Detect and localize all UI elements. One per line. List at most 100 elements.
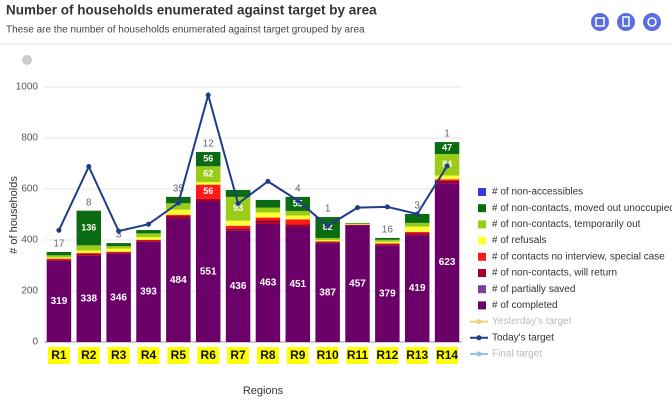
bar-segment (434, 180, 460, 184)
category-highlight (316, 347, 339, 364)
info-button[interactable] (643, 13, 661, 31)
target-point (444, 163, 450, 169)
bar-segment (225, 190, 251, 197)
bar-segment (315, 240, 340, 242)
bar-annotation: 35 (173, 184, 185, 195)
data-label: 56 (203, 186, 213, 196)
y-tick-label: 0 (32, 337, 38, 348)
target-point (235, 201, 241, 207)
category-highlight (436, 347, 459, 364)
bar-segment (225, 230, 251, 342)
icon (622, 16, 630, 27)
bar-segment (166, 218, 191, 342)
bar-segment (195, 166, 221, 183)
x-tick-label: R4 (141, 348, 157, 362)
x-tick-label: R11 (347, 348, 369, 362)
x-tick-label: R13 (406, 348, 428, 362)
bar-segment (255, 223, 281, 342)
x-tick-label: R8 (260, 348, 276, 362)
category-highlight (167, 347, 190, 364)
legend-label: # of non-accessibles (492, 187, 583, 198)
bar-segment (136, 241, 161, 342)
bar-segment (404, 233, 430, 236)
bar-segment (285, 226, 311, 342)
bar-segment (345, 225, 370, 342)
target-point (355, 205, 360, 211)
bar-segment (404, 235, 430, 342)
bar-segment (285, 196, 311, 211)
target-point (384, 204, 390, 210)
bar-segment (76, 255, 102, 342)
bar-segment (285, 219, 311, 225)
bar-segment (404, 222, 430, 227)
data-label: 451 (289, 279, 306, 290)
x-tick-label: R12 (376, 348, 398, 362)
bar-segment (195, 184, 221, 199)
target-point (116, 228, 122, 234)
legend-dot (476, 351, 482, 357)
bar-segment (345, 223, 370, 225)
bar-segment (345, 224, 370, 226)
category-highlight (197, 347, 220, 364)
data-label: 393 (140, 287, 157, 298)
bar-segment (255, 199, 281, 208)
data-label: 463 (260, 278, 277, 289)
export-button[interactable] (617, 13, 635, 31)
fullscreen-button[interactable] (591, 13, 609, 31)
bar-segment (46, 257, 72, 259)
category-highlight (346, 347, 369, 364)
bar-annotation: 1 (325, 204, 331, 215)
category-highlight (47, 347, 70, 364)
bar-segment (285, 224, 311, 227)
y-tick-label: 1000 (16, 82, 39, 93)
y-tick-label: 800 (21, 133, 38, 144)
target-point (414, 211, 420, 217)
bar-segment (46, 251, 72, 256)
y-tick-label: 200 (21, 286, 38, 297)
bar-segment (195, 152, 221, 167)
bar-segment (76, 210, 102, 246)
data-label: 319 (51, 296, 68, 307)
category-highlight (376, 347, 399, 364)
legend-label: # of contacts no interview, special case (492, 251, 665, 262)
x-tick-label: R7 (230, 348, 246, 362)
category-highlight (227, 347, 250, 364)
data-label: 62 (203, 169, 213, 179)
x-tick-label: R14 (436, 348, 458, 362)
data-label: 55 (293, 198, 303, 208)
bar-segment (375, 245, 400, 342)
legend-label: # of non-contacts, temporarily out (492, 219, 641, 230)
bar-segment (195, 182, 221, 185)
bar-segment (315, 241, 340, 243)
bar-segment (434, 183, 460, 342)
bar-segment (345, 224, 370, 225)
bar-segment (136, 237, 161, 240)
bar-segment (225, 196, 251, 221)
target-point (86, 164, 92, 170)
legend-swatch (478, 188, 486, 196)
legend-swatch (478, 236, 486, 245)
bar-segment (195, 198, 221, 202)
category-highlight (256, 347, 279, 364)
data-label: 47 (442, 142, 452, 152)
x-tick-label: R5 (171, 348, 187, 362)
bar-segment (255, 217, 281, 221)
legend-swatch (478, 269, 486, 277)
bar-segment (315, 243, 340, 342)
x-tick-label: R3 (111, 348, 127, 362)
bar-segment (225, 220, 251, 226)
target-point (265, 178, 271, 184)
bar-segment (434, 175, 460, 180)
bar-segment (255, 220, 281, 224)
bar-segment (255, 212, 281, 218)
x-tick-label: R1 (51, 348, 67, 362)
bar-annotation: 3 (116, 230, 122, 241)
bar-segment (375, 243, 400, 245)
bar-segment (136, 230, 161, 234)
reset-button[interactable] (22, 55, 32, 65)
bar-annotation: 16 (382, 225, 394, 236)
category-highlight (406, 347, 429, 364)
bar-segment (136, 239, 161, 241)
bar-segment (404, 213, 430, 223)
